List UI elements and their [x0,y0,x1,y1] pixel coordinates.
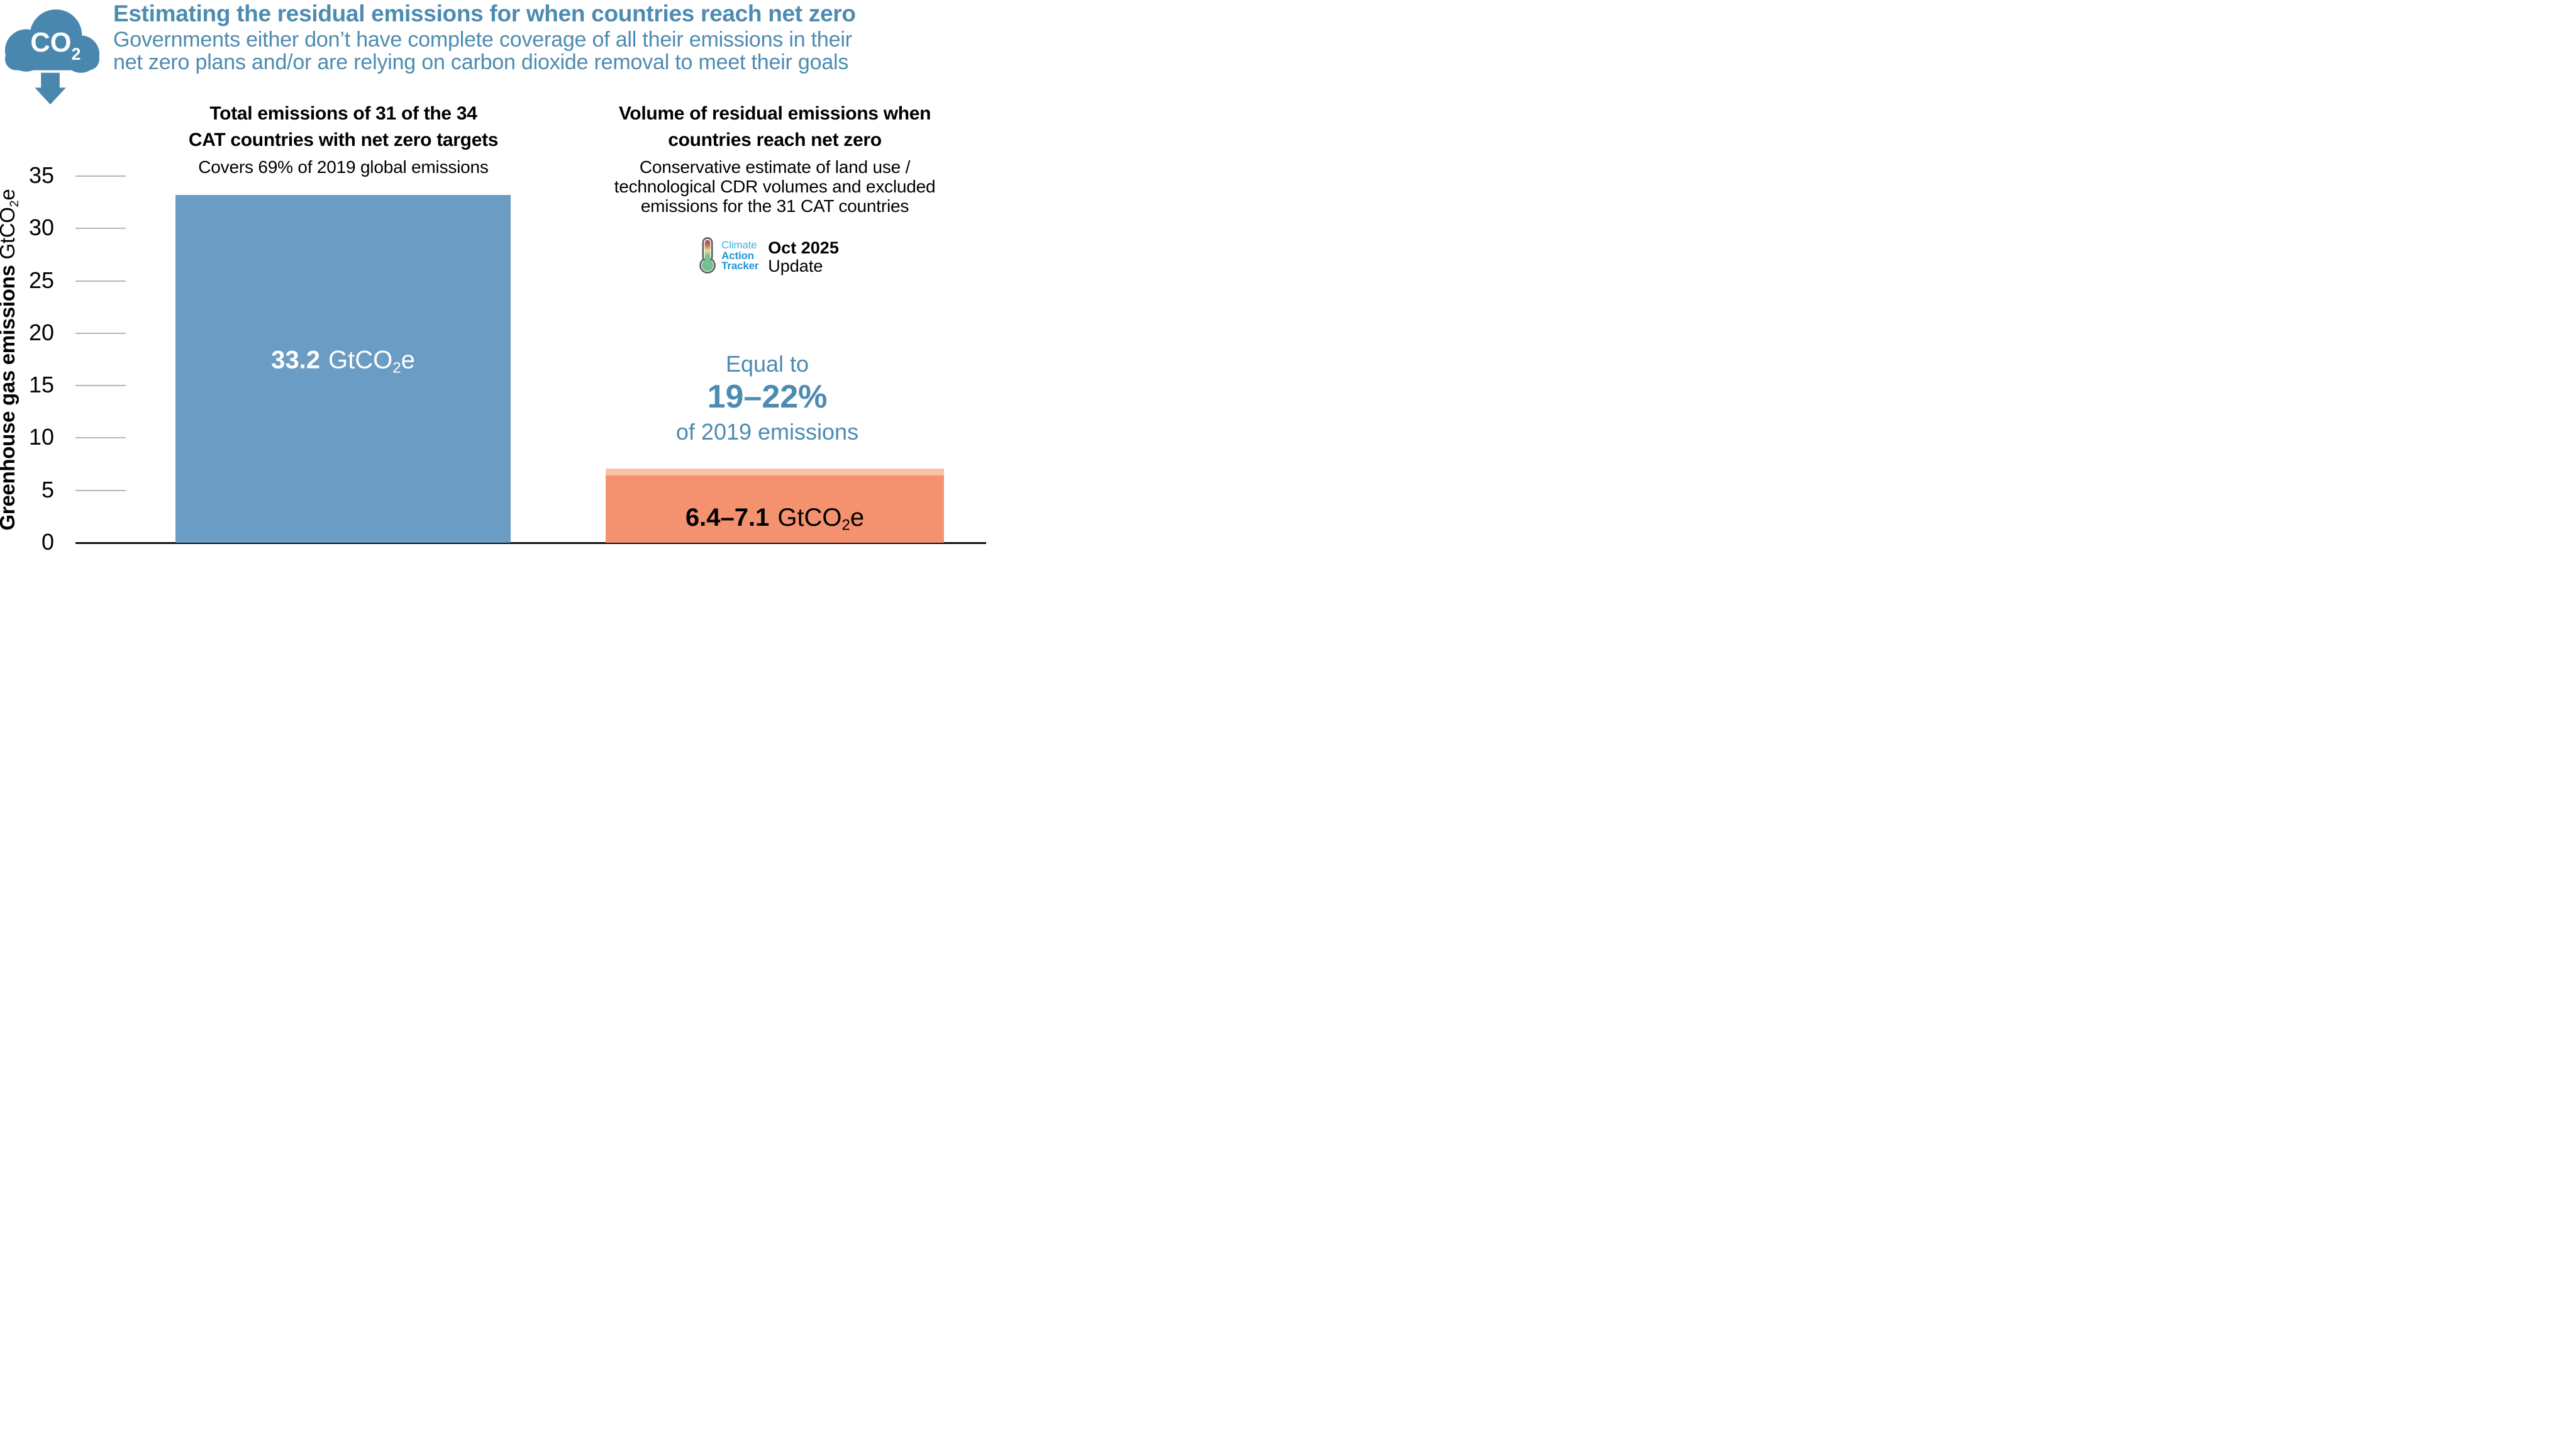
y-tick-label: 20 [28,319,54,345]
thermometer-icon [699,237,716,274]
left-heading-line-1: Total emissions of 31 of the 34 [209,103,477,124]
y-tick-label: 30 [28,214,54,241]
y-tick-mark [75,280,126,282]
right-column-header: Volume of residual emissions when countr… [590,101,960,216]
climate-action-tracker-logo: Climate Action Tracker Oct 2025 Update [590,237,948,275]
release-date: Oct 2025 [768,238,839,257]
right-subheading-line-1: Conservative estimate of land use / [639,157,911,177]
equivalence-basis: of 2019 emissions [675,419,859,445]
bar-total-emissions-label: 33.2 GtCO2e [271,347,415,377]
page-title: Estimating the residual emissions for wh… [113,1,856,26]
header-block: Estimating the residual emissions for wh… [113,1,982,74]
left-column-subheading: Covers 69% of 2019 global emissions [198,157,489,177]
y-tick-mark [75,437,126,439]
bar-total-emissions: 33.2 GtCO2e [175,194,511,543]
bar-residual-body [606,475,944,543]
right-subheading-line-2: technological CDR volumes and excluded [614,177,936,196]
right-column-heading: Volume of residual emissions when countr… [590,101,960,153]
equivalence-intro: Equal to [725,351,809,377]
logo-word-action: Action [721,249,754,262]
logo-wordmark: Climate Action Tracker [721,240,758,272]
equivalence-value: 19–22% [707,379,828,415]
subtitle-line-2: net zero plans and/or are relying on car… [113,50,849,74]
bar-residual-emissions-label: 6.4–7.1 GtCO2e [685,504,865,534]
bar-residual-emissions: 6.4–7.1 GtCO2e [606,468,944,543]
left-column-heading: Total emissions of 31 of the 34 CAT coun… [157,101,530,153]
release-label: Update [768,257,823,275]
y-tick-mark [75,332,126,334]
y-tick-label: 0 [41,529,54,555]
y-tick-label: 35 [28,162,54,189]
y-tick-mark [75,175,126,177]
y-tick-mark [75,228,126,230]
logo-word-tracker: Tracker [721,260,759,272]
logo-word-climate: Climate [721,239,757,251]
y-tick-label: 15 [28,372,54,398]
page-subtitle: Governments either don’t have complete c… [113,28,982,74]
bar-residual-range-cap [606,468,944,476]
infographic-root: CO2 Estimating the residual emissions fo… [0,0,986,555]
left-heading-line-2: CAT countries with net zero targets [188,130,499,150]
y-tick-mark [75,385,126,387]
equivalence-annotation: Equal to 19–22% of 2019 emissions [588,350,947,447]
co2-icon-label: CO2 [30,28,80,64]
right-heading-line-2: countries reach net zero [668,130,882,150]
right-heading-line-1: Volume of residual emissions when [618,103,931,124]
right-subheading-line-3: emissions for the 31 CAT countries [640,196,909,216]
right-column-subheading: Conservative estimate of land use / tech… [590,157,960,216]
y-tick-label: 25 [28,267,54,293]
left-column-header: Total emissions of 31 of the 34 CAT coun… [157,101,530,177]
co2-cloud-down-arrow-icon: CO2 [4,9,100,105]
subtitle-line-1: Governments either don’t have complete c… [113,28,852,52]
y-tick-label: 5 [41,476,54,502]
y-tick-mark [75,489,126,491]
y-tick-label: 10 [28,424,54,450]
x-axis-line [75,542,986,545]
release-info: Oct 2025 Update [768,239,839,275]
